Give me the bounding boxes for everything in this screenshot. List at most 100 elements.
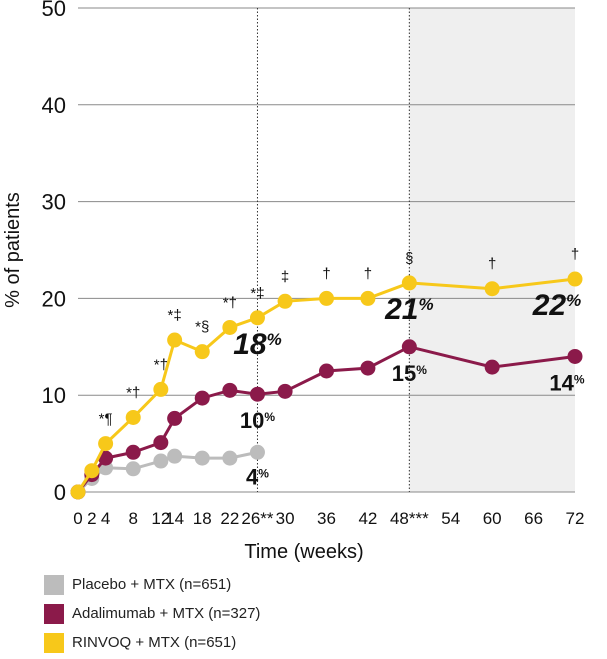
value-callout: 22% [532, 289, 582, 322]
value-callout-number: 18 [233, 328, 267, 361]
value-callout-number: 14 [549, 370, 574, 395]
x-tick-label: 18 [193, 509, 212, 528]
y-tick-label: 10 [42, 383, 66, 408]
x-axis-label: Time (weeks) [244, 541, 363, 563]
significance-label: *† [154, 356, 168, 373]
value-callout-unit: % [418, 295, 433, 314]
value-callout-unit: % [416, 363, 427, 377]
rinvoq-point [167, 332, 183, 348]
y-tick-label: 40 [42, 93, 66, 118]
placebo-point [222, 450, 238, 466]
y-axis-label: % of patients [2, 192, 24, 308]
rinvoq-point [98, 436, 114, 452]
x-tick-label: 60 [483, 509, 502, 528]
legend-label-placebo: Placebo + MTX (n=651) [72, 576, 232, 593]
rinvoq-point [567, 271, 583, 287]
legend-swatch-placebo [44, 574, 64, 595]
significance-label: † [322, 265, 330, 282]
adalimumab-point [167, 410, 183, 426]
value-callout-number: 10 [240, 408, 264, 433]
rinvoq-point [484, 281, 500, 297]
x-tick-label: 14 [165, 509, 184, 528]
rinvoq-point [84, 463, 100, 479]
value-callout-unit: % [264, 410, 275, 424]
legend-swatch-adalimumab [44, 603, 64, 624]
rinvoq-point [194, 344, 210, 360]
significance-label: *¶ [99, 411, 113, 428]
y-tick-label: 30 [42, 190, 66, 215]
x-tick-label: 30 [276, 509, 295, 528]
legend-item-adalimumab: Adalimumab + MTX (n=327) [44, 601, 260, 626]
x-tick-label: 36 [317, 509, 336, 528]
adalimumab-point [567, 348, 583, 364]
value-callout-number: 22 [532, 289, 567, 322]
legend-label-rinvoq: RINVOQ + MTX (n=651) [72, 634, 237, 651]
y-tick-label: 50 [42, 0, 66, 21]
significance-label: § [405, 250, 413, 267]
value-callout: 21% [384, 293, 434, 326]
placebo-point [167, 448, 183, 464]
y-tick-label: 20 [42, 286, 66, 311]
legend: Placebo + MTX (n=651) Adalimumab + MTX (… [44, 572, 260, 659]
value-callout-number: 15 [392, 361, 416, 386]
rinvoq-point [249, 310, 265, 326]
adalimumab-point [319, 363, 334, 379]
legend-swatch-rinvoq [44, 632, 64, 653]
adalimumab-point [360, 360, 376, 376]
adalimumab-point [277, 383, 293, 399]
value-callout-number: 21 [384, 293, 418, 326]
legend-label-adalimumab: Adalimumab + MTX (n=327) [72, 605, 261, 622]
x-tick-label: 4 [101, 509, 110, 528]
shaded-region [409, 8, 575, 492]
x-tick-label: 2 [87, 509, 96, 528]
value-callout: 14% [549, 370, 584, 395]
rinvoq-point [222, 319, 238, 335]
legend-item-placebo: Placebo + MTX (n=651) [44, 572, 260, 597]
significance-label: † [488, 256, 496, 273]
rinvoq-point [125, 409, 141, 425]
adalimumab-point [222, 382, 238, 398]
adalimumab-point [153, 435, 169, 451]
adalimumab-point [194, 390, 210, 406]
adalimumab-point [125, 444, 141, 460]
rinvoq-point [401, 275, 417, 291]
value-callout: 15% [392, 361, 427, 386]
placebo-point [153, 453, 169, 469]
significance-label: *† [126, 384, 140, 401]
adalimumab-point [401, 339, 417, 355]
rinvoq-point [277, 293, 293, 309]
placebo-point [125, 461, 141, 477]
x-tick-label: 48*** [390, 509, 429, 528]
placebo-point [249, 444, 265, 460]
adalimumab-point [484, 359, 500, 375]
legend-item-rinvoq: RINVOQ + MTX (n=651) [44, 630, 260, 655]
x-tick-label: 8 [128, 509, 137, 528]
adalimumab-point [249, 386, 265, 402]
rinvoq-point [319, 290, 334, 306]
adalimumab-point [98, 450, 114, 466]
x-tick-label: 0 [73, 509, 82, 528]
x-tick-label: 22 [220, 509, 239, 528]
significance-label: *§ [195, 319, 209, 336]
y-tick-label: 0 [54, 480, 66, 505]
value-callout-unit: % [566, 291, 581, 310]
significance-label: *‡ [250, 285, 264, 302]
placebo-point [194, 450, 210, 466]
value-callout-unit: % [574, 372, 585, 386]
rinvoq-point [360, 290, 376, 306]
rinvoq-point [70, 484, 86, 500]
x-tick-label: 42 [358, 509, 377, 528]
x-tick-label: 66 [524, 509, 543, 528]
significance-label: † [571, 246, 579, 263]
significance-label: *‡ [168, 307, 182, 324]
x-tick-label: 54 [441, 509, 460, 528]
value-callout: 10% [240, 408, 275, 433]
significance-label: ‡ [281, 268, 289, 285]
rinvoq-point [153, 381, 169, 397]
x-tick-label: 12 [151, 509, 170, 528]
value-callout-unit: % [267, 330, 282, 349]
value-callout-number: 4 [246, 464, 259, 489]
x-tick-label: 72 [566, 509, 585, 528]
x-tick-label: 26** [241, 509, 274, 528]
